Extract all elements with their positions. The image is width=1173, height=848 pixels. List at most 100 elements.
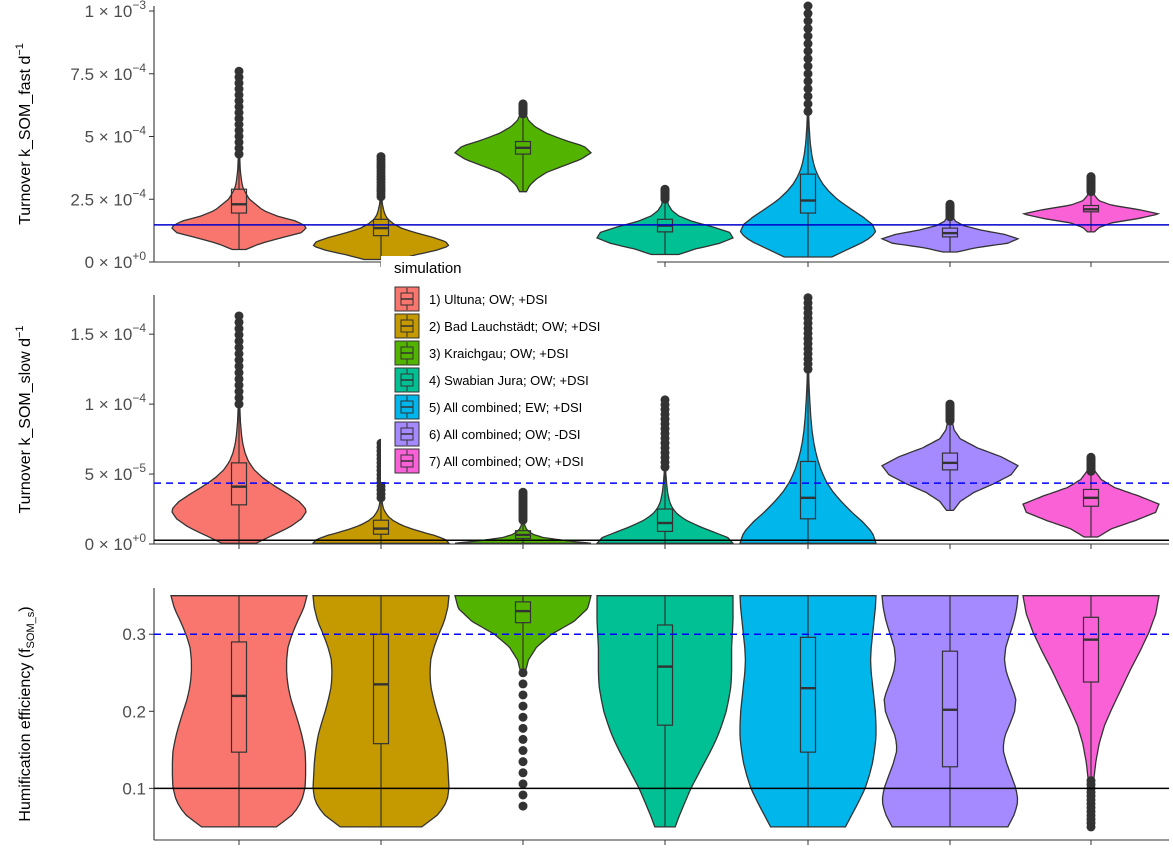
violin-2 bbox=[312, 152, 450, 261]
outlier-point bbox=[803, 31, 813, 41]
y-axis-title: Turnover k_SOM_fast d−1 bbox=[14, 43, 34, 225]
violin-3 bbox=[454, 595, 592, 811]
legend: simulation 1) Ultuna; OW; +DSI 2) Bad Lau… bbox=[381, 256, 657, 482]
y-tick-label: 0.2 bbox=[122, 702, 146, 721]
box bbox=[656, 624, 674, 726]
violin-5 bbox=[739, 293, 877, 544]
violin-body bbox=[881, 595, 1019, 828]
box bbox=[941, 452, 959, 471]
outlier-point bbox=[518, 723, 528, 733]
violin-1 bbox=[170, 595, 308, 828]
violin-4 bbox=[596, 595, 734, 828]
legend-label: 6) All combined; OW; -DSI bbox=[429, 427, 580, 442]
outlier-point bbox=[803, 99, 813, 109]
box bbox=[799, 636, 817, 753]
outlier-point bbox=[376, 152, 386, 162]
outlier-point bbox=[518, 487, 528, 497]
legend-label: 3) Kraichgau; OW; +DSI bbox=[429, 346, 569, 361]
outlier-point bbox=[518, 701, 528, 711]
violin-4 bbox=[595, 395, 735, 544]
outlier-point bbox=[660, 395, 670, 405]
y-tick-label: 0 × 10+0 bbox=[85, 531, 147, 554]
violin-5 bbox=[739, 595, 877, 828]
outlier-point bbox=[518, 99, 528, 109]
outlier-point bbox=[803, 46, 813, 56]
y-tick-label: 0.1 bbox=[122, 779, 146, 798]
violin-body bbox=[596, 595, 734, 828]
outlier-point bbox=[234, 342, 244, 352]
violin-2 bbox=[312, 595, 450, 828]
legend-item: 2) Bad Lauchstädt; OW; +DSI bbox=[394, 313, 600, 339]
outlier-point bbox=[1086, 172, 1096, 182]
outlier-point bbox=[234, 66, 244, 76]
box bbox=[372, 633, 390, 745]
outlier-point bbox=[518, 790, 528, 800]
legend-item: 7) All combined; OW; +DSI bbox=[394, 448, 584, 474]
legend-title: simulation bbox=[394, 260, 462, 277]
outlier-point bbox=[1086, 452, 1096, 462]
y-tick-label: 2.5 × 10−4 bbox=[70, 186, 146, 209]
y-tick-label: 1 × 10−3 bbox=[85, 0, 147, 21]
legend-item: 5) All combined; EW; +DSI bbox=[394, 394, 582, 420]
legend-item: 6) All combined; OW; -DSI bbox=[394, 421, 580, 447]
outlier-point bbox=[518, 801, 528, 811]
box bbox=[799, 173, 817, 214]
panel-fast: 0 × 10+0 2.5 × 10−4 5 × 10−4 7.5 × 10−4 1 × … bbox=[14, 0, 1169, 272]
violin-6 bbox=[881, 595, 1019, 828]
outlier-point bbox=[234, 355, 244, 365]
violin-7 bbox=[1022, 595, 1160, 832]
outlier-point bbox=[945, 199, 955, 209]
outlier-point bbox=[518, 746, 528, 756]
violin-7 bbox=[1022, 452, 1160, 538]
legend-item: 1) Ultuna; OW; +DSI bbox=[394, 286, 548, 312]
legend-label: 2) Bad Lauchstädt; OW; +DSI bbox=[429, 319, 600, 334]
outlier-point bbox=[234, 324, 244, 334]
outlier-point bbox=[803, 84, 813, 94]
outlier-point bbox=[234, 336, 244, 346]
y-tick-label: 1.5 × 10−4 bbox=[70, 321, 146, 344]
outlier-point bbox=[803, 39, 813, 49]
outlier-point bbox=[518, 768, 528, 778]
outlier-point bbox=[803, 76, 813, 86]
y-tick-label: 0.3 bbox=[122, 625, 146, 644]
violin-4 bbox=[596, 184, 734, 256]
violin-6 bbox=[881, 399, 1019, 512]
outlier-point bbox=[803, 1, 813, 11]
legend-label: 5) All combined; EW; +DSI bbox=[429, 400, 582, 415]
outlier-point bbox=[803, 293, 813, 303]
box bbox=[1082, 616, 1100, 683]
outlier-point bbox=[803, 54, 813, 64]
violin-body bbox=[170, 595, 308, 828]
panel-hum: 0.1 0.2 0.3 Humification efficiency (fSOM_s… bbox=[17, 588, 1169, 845]
outlier-point bbox=[234, 380, 244, 390]
outlier-point bbox=[518, 690, 528, 700]
panel-slow: 0 × 10+0 5 × 10−5 1 × 10−4 1.5 × 10−4 Turnov… bbox=[14, 293, 1169, 554]
box bbox=[656, 508, 674, 533]
y-axis-title: Turnover k_SOM_slow d−1 bbox=[14, 325, 34, 513]
y-tick-label: 0 × 10+0 bbox=[85, 249, 147, 272]
box bbox=[372, 519, 390, 535]
y-axis-title: Humification efficiency (fSOM_s) bbox=[17, 606, 37, 821]
outlier-point bbox=[234, 311, 244, 321]
outlier-point bbox=[518, 757, 528, 767]
legend-item: 3) Kraichgau; OW; +DSI bbox=[394, 340, 569, 366]
outlier-point bbox=[234, 393, 244, 403]
outlier-point bbox=[518, 679, 528, 689]
violin-6 bbox=[880, 199, 1020, 253]
outlier-point bbox=[803, 91, 813, 101]
outlier-point bbox=[518, 712, 528, 722]
outlier-point bbox=[945, 399, 955, 409]
outlier-point bbox=[234, 387, 244, 397]
outlier-point bbox=[803, 9, 813, 19]
outlier-point bbox=[660, 184, 670, 194]
violin-body bbox=[312, 595, 450, 828]
outlier-point bbox=[803, 61, 813, 71]
outlier-point bbox=[234, 317, 244, 327]
outlier-point bbox=[234, 368, 244, 378]
violin-3 bbox=[454, 487, 592, 544]
outlier-point bbox=[803, 16, 813, 26]
outlier-point bbox=[803, 24, 813, 34]
legend-item: 4) Swabian Jura; OW; +DSI bbox=[394, 367, 589, 393]
box bbox=[799, 460, 817, 520]
violin-1 bbox=[171, 311, 307, 544]
